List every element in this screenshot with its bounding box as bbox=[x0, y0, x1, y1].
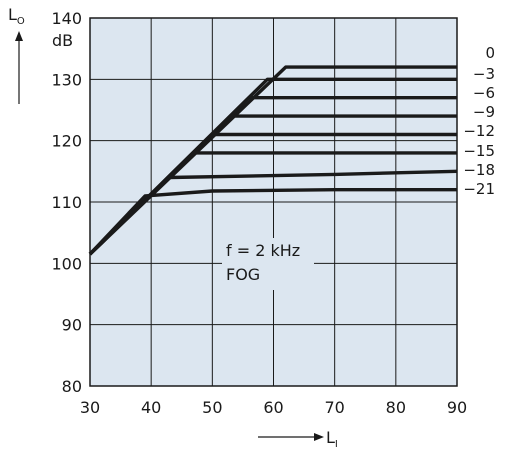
series-label: −12 bbox=[463, 122, 495, 140]
series-line-7 bbox=[88, 187, 457, 256]
y-axis-unit: dB bbox=[52, 31, 73, 50]
y-tick-label: 100 bbox=[51, 254, 82, 273]
plot-border bbox=[89, 17, 458, 387]
series-label: −3 bbox=[473, 65, 495, 83]
x-tick-label: 50 bbox=[202, 398, 222, 417]
series-lines bbox=[88, 65, 458, 256]
y-tick-label: 80 bbox=[62, 377, 82, 396]
y-tick-label: 140 bbox=[51, 9, 82, 28]
series-label: −15 bbox=[463, 142, 495, 160]
y-axis-arrow-head bbox=[15, 31, 23, 41]
annotation-line-2: FOG bbox=[226, 265, 260, 284]
x-tick-label: 40 bbox=[141, 398, 161, 417]
series-label: −6 bbox=[473, 84, 495, 102]
plot-frame bbox=[89, 17, 458, 387]
series-label: −18 bbox=[463, 161, 495, 179]
y-axis-label: LO bbox=[8, 5, 25, 27]
x-tick-label: 70 bbox=[324, 398, 344, 417]
series-labels: 0 −3−6−9−12 −15−18−21 bbox=[463, 44, 495, 198]
series-label: −21 bbox=[463, 180, 495, 198]
x-tick-label: 60 bbox=[263, 398, 283, 417]
annotation-bg bbox=[222, 238, 314, 290]
y-tick-label: 110 bbox=[51, 193, 82, 212]
y-tick-label: 90 bbox=[62, 316, 82, 335]
x-tick-label: 80 bbox=[386, 398, 406, 417]
y-tick-label: 120 bbox=[51, 132, 82, 151]
x-axis-arrow-head bbox=[314, 433, 324, 441]
series-label: 0 bbox=[485, 44, 495, 62]
x-axis-label: LI bbox=[326, 428, 338, 450]
annotation-line-1: f = 2 kHz bbox=[226, 241, 300, 260]
series-label: −9 bbox=[473, 103, 495, 121]
x-tick-labels: 30 40 50 60 70 80 90 bbox=[80, 398, 467, 417]
x-tick-label: 30 bbox=[80, 398, 100, 417]
x-tick-label: 90 bbox=[447, 398, 467, 417]
series-line-6 bbox=[88, 169, 458, 256]
y-tick-labels: 80 90 100 110 120 130 140 bbox=[51, 9, 82, 396]
y-tick-label: 130 bbox=[51, 70, 82, 89]
